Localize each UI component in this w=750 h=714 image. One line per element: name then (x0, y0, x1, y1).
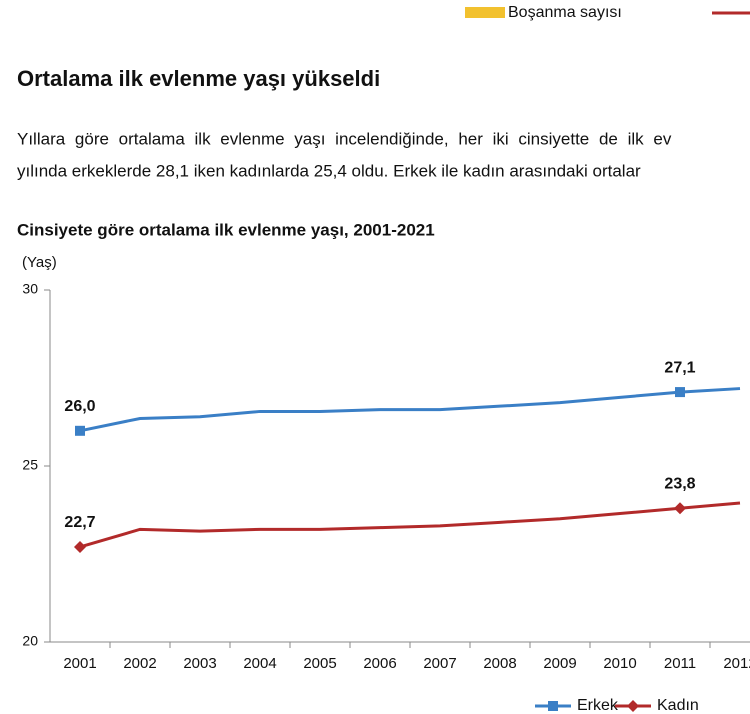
legend-marker (627, 700, 639, 712)
y-tick-label: 25 (22, 457, 38, 473)
x-tick-label: 2001 (63, 655, 96, 672)
y-axis-label: (Yaş) (22, 254, 57, 271)
x-tick-label: 2009 (543, 655, 576, 672)
paragraph-line: yılında erkeklerde 28,1 iken kadınlarda … (17, 161, 641, 180)
paragraph-line: Yıllara göre ortalama ilk evlenme yaşı i… (17, 129, 672, 148)
legend-label: Erkek (577, 697, 619, 714)
heading: Ortalama ilk evlenme yaşı yükseldi (17, 66, 380, 91)
legend-label: Kadın (657, 697, 699, 714)
series-line (79, 387, 741, 433)
y-tick-label: 20 (22, 633, 38, 649)
top-legend-label: Boşanma sayısı (508, 4, 622, 21)
value-label: 23,8 (664, 475, 695, 492)
marker (75, 425, 85, 436)
x-tick-label: 2004 (243, 655, 276, 672)
legend-swatch (465, 7, 505, 18)
series-line (79, 501, 741, 549)
chart-title: Cinsiyete göre ortalama ilk evlenme yaşı… (17, 220, 435, 239)
x-tick-label: 2010 (603, 655, 636, 672)
value-label: 26,0 (64, 398, 95, 415)
marker (74, 540, 86, 553)
x-tick-label: 2007 (423, 655, 456, 672)
marker (674, 502, 686, 515)
value-label: 27,1 (664, 359, 695, 376)
x-tick-label: 2008 (483, 655, 516, 672)
x-tick-label: 2002 (123, 655, 156, 672)
legend-marker (548, 701, 558, 711)
marker (675, 387, 685, 398)
x-tick-label: 2011 (664, 655, 696, 672)
x-tick-label: 2006 (363, 655, 396, 672)
y-tick-label: 30 (22, 281, 38, 297)
x-tick-label: 2005 (303, 655, 336, 672)
value-label: 22,7 (64, 514, 95, 531)
x-tick-label: 2003 (183, 655, 216, 672)
